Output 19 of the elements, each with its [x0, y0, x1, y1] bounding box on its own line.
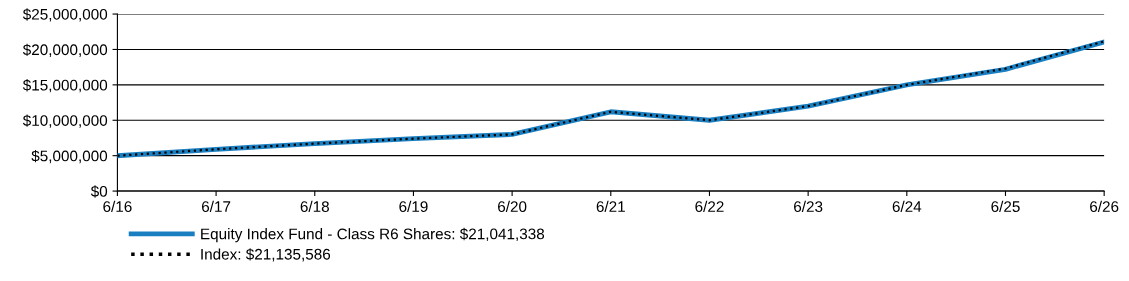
legend-label: Index: $21,135,586: [201, 248, 331, 262]
x-tick-label: 6/16: [103, 200, 132, 213]
y-tick-label: $25,000,000: [22, 8, 108, 22]
y-tick-label: $5,000,000: [31, 149, 108, 164]
x-tick-label: 6/18: [300, 200, 329, 213]
y-tick-label: $20,000,000: [22, 43, 108, 57]
y-tick-label: $0: [90, 185, 108, 198]
x-tick-label: 6/21: [596, 200, 625, 213]
y-tick-label: $15,000,000: [22, 79, 108, 93]
x-tick-label: 6/22: [695, 200, 724, 213]
x-tick-label: 6/25: [991, 200, 1020, 213]
x-tick-label: 6/19: [399, 200, 428, 213]
x-tick-label: 6/17: [202, 200, 231, 213]
legend-label: Equity Index Fund - Class R6 Shares: $21,041,338: [201, 227, 545, 243]
x-tick-label: 6/20: [498, 200, 527, 213]
x-tick-label: 6/26: [1090, 200, 1119, 213]
y-tick-label: $10,000,000: [22, 114, 108, 128]
x-tick-label: 6/24: [892, 200, 922, 213]
x-tick-label: 6/23: [794, 200, 823, 213]
